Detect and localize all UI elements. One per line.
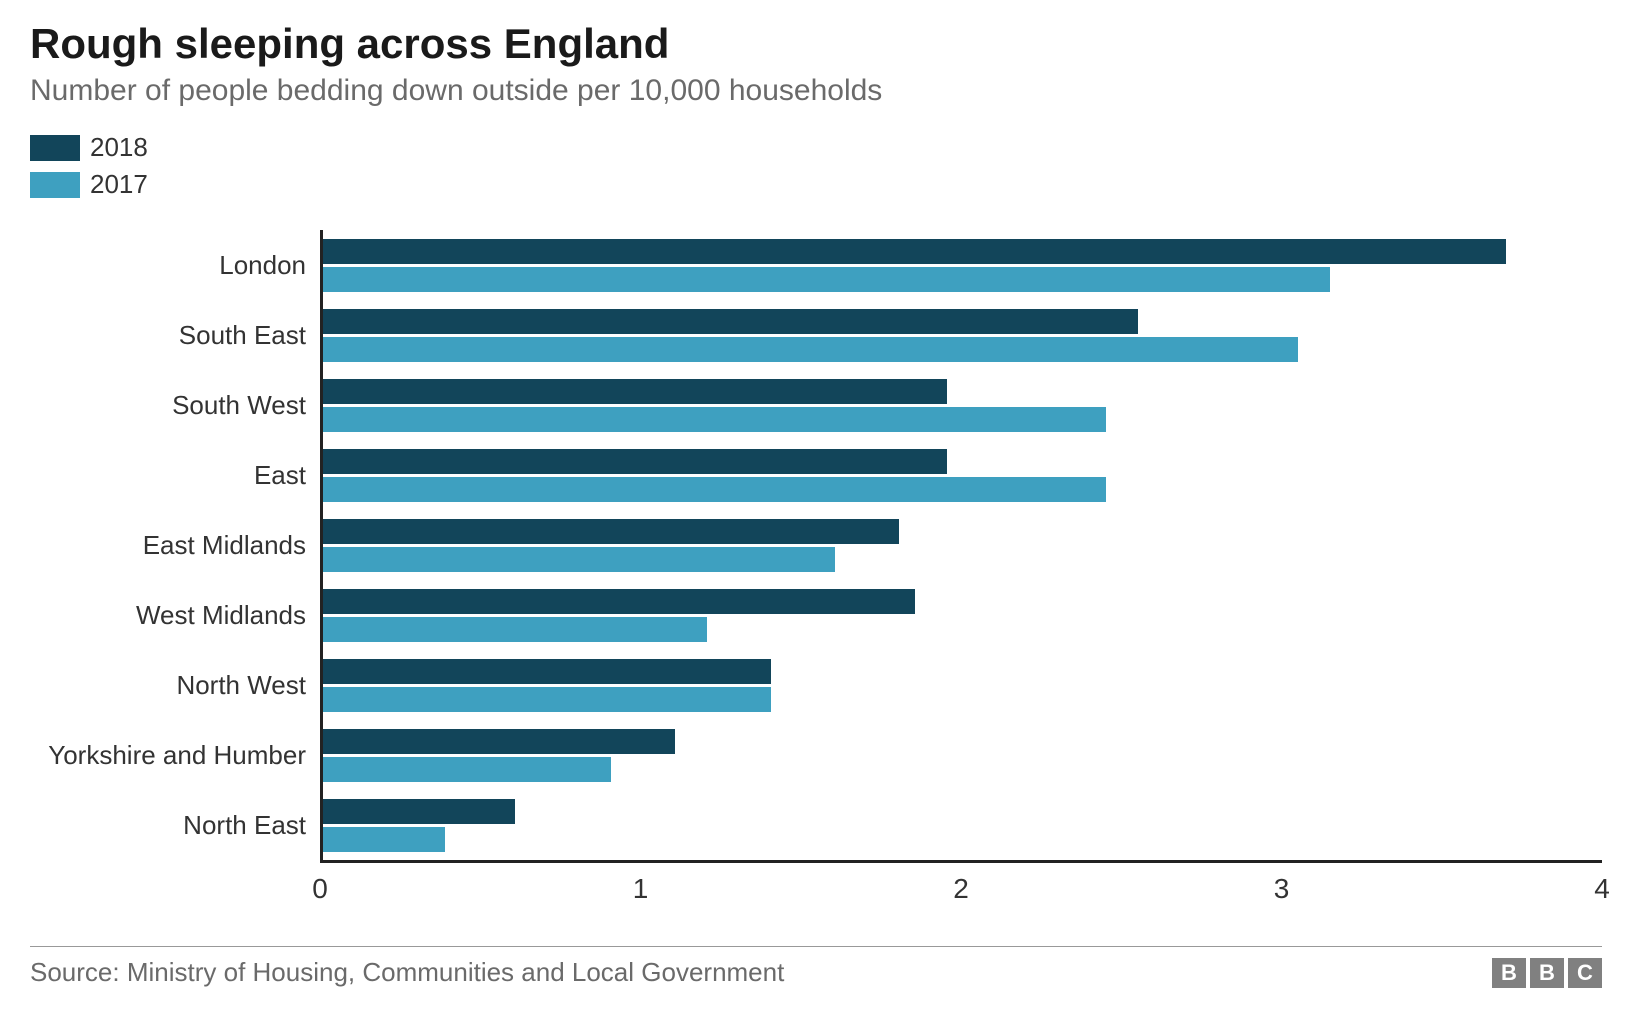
category-label: South West bbox=[30, 370, 320, 440]
bar bbox=[323, 729, 675, 754]
legend-swatch bbox=[30, 172, 80, 198]
bbc-block: B bbox=[1492, 958, 1526, 988]
x-tick-label: 3 bbox=[1274, 873, 1290, 905]
bbc-block: B bbox=[1530, 958, 1564, 988]
x-axis: 01234 bbox=[320, 867, 1602, 907]
category-label: Yorkshire and Humber bbox=[30, 720, 320, 790]
bar bbox=[323, 267, 1330, 292]
category-label: South East bbox=[30, 300, 320, 370]
legend-item: 2018 bbox=[30, 132, 1602, 163]
bar bbox=[323, 309, 1138, 334]
bar-group bbox=[323, 370, 1602, 440]
source-text: Source: Ministry of Housing, Communities… bbox=[30, 957, 784, 988]
bar bbox=[323, 659, 771, 684]
bar bbox=[323, 379, 947, 404]
category-label: East Midlands bbox=[30, 510, 320, 580]
bar-group bbox=[323, 790, 1602, 860]
bbc-block: C bbox=[1568, 958, 1602, 988]
bar bbox=[323, 519, 899, 544]
legend: 2018 2017 bbox=[30, 132, 1602, 200]
bar-group bbox=[323, 580, 1602, 650]
category-label: North West bbox=[30, 650, 320, 720]
bar-group bbox=[323, 650, 1602, 720]
plot-area bbox=[320, 230, 1602, 863]
bar-group bbox=[323, 230, 1602, 300]
bar-group bbox=[323, 440, 1602, 510]
bar bbox=[323, 687, 771, 712]
chart-area: LondonSouth EastSouth WestEastEast Midla… bbox=[30, 230, 1602, 863]
bar bbox=[323, 477, 1106, 502]
legend-label: 2018 bbox=[90, 132, 148, 163]
bbc-logo: BBC bbox=[1492, 958, 1602, 988]
bar bbox=[323, 547, 835, 572]
category-label: East bbox=[30, 440, 320, 510]
bar bbox=[323, 799, 515, 824]
x-tick-label: 1 bbox=[633, 873, 649, 905]
bar-group bbox=[323, 720, 1602, 790]
bar bbox=[323, 757, 611, 782]
bar bbox=[323, 827, 445, 852]
legend-swatch bbox=[30, 135, 80, 161]
category-label: West Midlands bbox=[30, 580, 320, 650]
bar bbox=[323, 239, 1506, 264]
category-label: London bbox=[30, 230, 320, 300]
footer: Source: Ministry of Housing, Communities… bbox=[30, 946, 1602, 988]
category-labels: LondonSouth EastSouth WestEastEast Midla… bbox=[30, 230, 320, 863]
bar bbox=[323, 337, 1298, 362]
bar-group bbox=[323, 300, 1602, 370]
bar bbox=[323, 617, 707, 642]
legend-label: 2017 bbox=[90, 169, 148, 200]
category-label: North East bbox=[30, 790, 320, 860]
bar bbox=[323, 589, 915, 614]
bar bbox=[323, 449, 947, 474]
x-tick-label: 2 bbox=[953, 873, 969, 905]
chart-subtitle: Number of people bedding down outside pe… bbox=[30, 74, 1602, 108]
chart-title: Rough sleeping across England bbox=[30, 20, 1602, 68]
bar bbox=[323, 407, 1106, 432]
x-tick-label: 4 bbox=[1594, 873, 1610, 905]
legend-item: 2017 bbox=[30, 169, 1602, 200]
x-tick-label: 0 bbox=[312, 873, 328, 905]
bar-group bbox=[323, 510, 1602, 580]
